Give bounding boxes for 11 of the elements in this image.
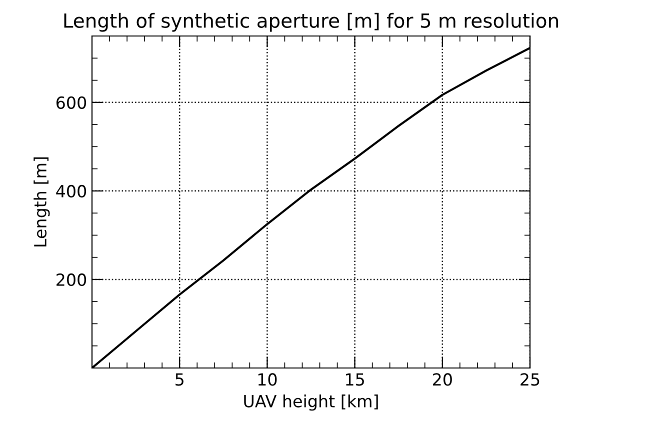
x-tick-label: 15 [346, 373, 364, 386]
y-tick-label: 400 [56, 184, 86, 198]
x-tick-label: 10 [258, 373, 277, 386]
y-tick-label: 200 [56, 273, 86, 286]
y-tick-label: 600 [56, 96, 86, 109]
y-axis-title: Length [m] [34, 157, 50, 246]
chart-title: Length of synthetic aperture [m] for 5 m resolution [64, 12, 558, 32]
x-tick-label: 5 [176, 373, 184, 386]
x-tick-label: 25 [520, 373, 540, 386]
x-tick-label: 20 [433, 373, 452, 386]
x-axis-title: UAV height [km] [244, 394, 378, 411]
